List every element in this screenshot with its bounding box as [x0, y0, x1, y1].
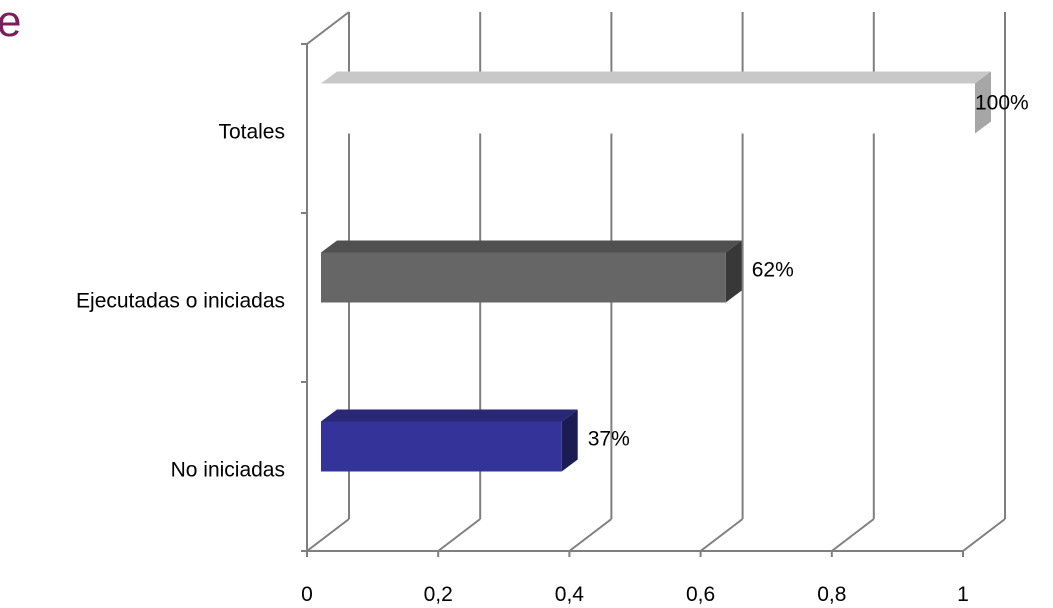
bars [321, 71, 991, 472]
x-tick-label: 0 [301, 583, 313, 606]
x-tick-label: 0,8 [817, 583, 846, 606]
gridline-floor [306, 518, 350, 552]
x-tick-label: 0,2 [424, 583, 453, 606]
gridline-floor [962, 518, 1006, 552]
chart-frame [301, 11, 963, 552]
bar-front-face [321, 421, 562, 472]
bar-side-face [975, 71, 991, 134]
data-label: 100% [975, 92, 1029, 115]
gridline-floor [831, 518, 875, 552]
data-labels: 100% 62% 37% [588, 92, 1029, 451]
x-tick-label: 0,4 [555, 583, 585, 606]
data-label: 62% [752, 259, 794, 282]
bar-front-face [321, 83, 975, 134]
data-label: 37% [588, 428, 630, 451]
bar-top-face [321, 71, 991, 84]
bar-front-face [321, 252, 726, 303]
gridline-floor [699, 518, 744, 552]
category-label: Totales [218, 121, 285, 144]
gridline-floor [437, 518, 481, 552]
bar-side-face [725, 240, 742, 303]
bar [321, 240, 742, 303]
x-tick-labels: 0 0,2 0,4 0,6 0,8 1 [301, 583, 969, 606]
category-label: No iniciadas [171, 459, 285, 482]
category-label: Ejecutadas o iniciadas [76, 290, 285, 313]
category-labels: Totales Ejecutadas o iniciadas No iniciada… [76, 121, 285, 482]
wall-top-edge [306, 11, 350, 45]
gridline-floor [568, 518, 613, 552]
bar-top-face [321, 409, 578, 422]
title-fragment: e [0, 0, 21, 46]
bar [321, 409, 578, 472]
bar [321, 71, 991, 134]
x-tick-label: 0,6 [686, 583, 715, 606]
bar-side-face [561, 409, 578, 472]
x-tick-label: 1 [957, 583, 969, 606]
bar-top-face [321, 240, 742, 253]
